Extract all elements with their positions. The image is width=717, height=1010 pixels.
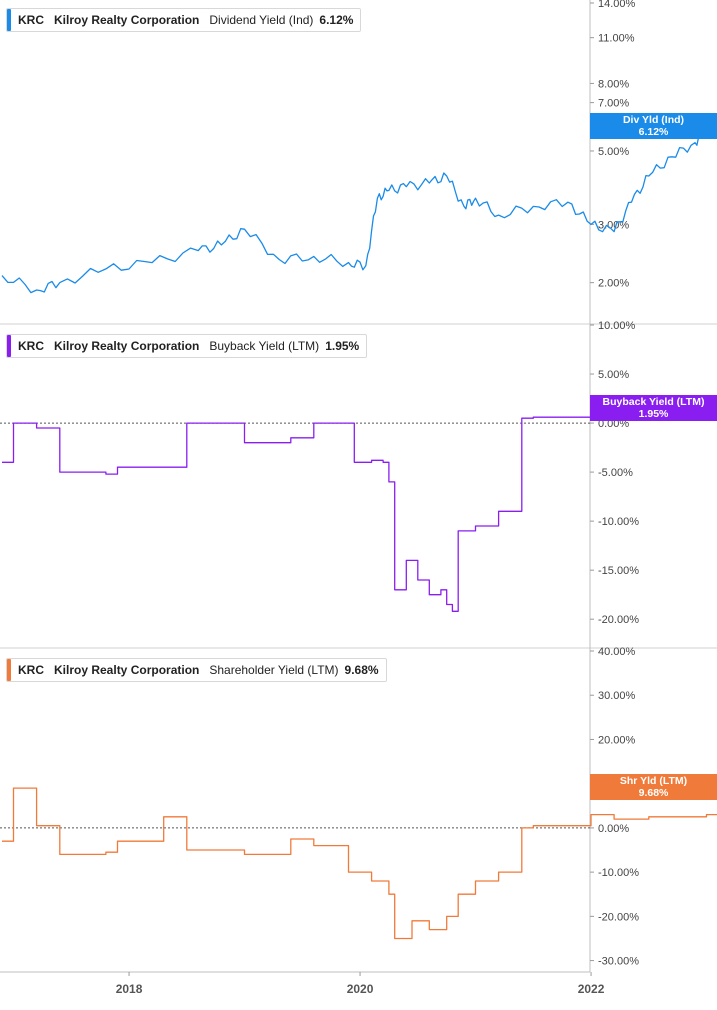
y-tick-label: 8.00%: [598, 78, 629, 90]
y-tick-label: -10.00%: [598, 516, 639, 528]
y-tick-label: 7.00%: [598, 98, 629, 110]
y-tick-label: -30.00%: [598, 956, 639, 968]
y-tick-label: 0.00%: [598, 823, 629, 835]
legend-company: Kilroy Realty Corporation: [54, 13, 200, 27]
value-tag-label: Shr Yld (LTM): [619, 775, 688, 787]
series-line-shareholder-yield: [2, 787, 717, 940]
y-tick-label: 20.00%: [598, 734, 636, 746]
value-tag-value: 1.95%: [638, 408, 669, 420]
legend-metric: Dividend Yield (Ind): [209, 13, 314, 27]
value-tag-value: 6.12%: [638, 126, 669, 138]
y-tick-label: 40.00%: [598, 646, 636, 658]
legend-value: 9.68%: [344, 663, 379, 677]
y-tick-label: -10.00%: [598, 867, 639, 879]
y-tick-label: 3.00%: [598, 219, 629, 231]
legend-swatch-shareholder: [7, 659, 11, 681]
y-tick-label: 30.00%: [598, 690, 636, 702]
legend-value: 6.12%: [319, 13, 354, 27]
y-tick-label: 14.00%: [598, 0, 636, 10]
y-tick-label: -15.00%: [598, 565, 639, 577]
y-tick-label: 2.00%: [598, 278, 629, 290]
value-tag-label: Buyback Yield (LTM): [602, 396, 705, 408]
legend-dividend-yield[interactable]: KRC Kilroy Realty Corporation Dividend Y…: [6, 8, 362, 32]
value-tag-label: Div Yld (Ind): [622, 114, 685, 126]
legend-swatch-buyback: [7, 335, 11, 357]
series-line-dividend-yield: [1, 117, 717, 294]
legend-company: Kilroy Realty Corporation: [54, 663, 200, 677]
legend-metric: Buyback Yield (LTM): [209, 339, 320, 353]
legend-company: Kilroy Realty Corporation: [54, 339, 200, 353]
legend-ticker: KRC: [18, 663, 44, 677]
x-tick-label: 2020: [347, 982, 374, 996]
y-tick-label: -20.00%: [598, 911, 639, 923]
value-tag-dividend: Div Yld (Ind) 6.12%: [590, 113, 717, 139]
legend-metric: Shareholder Yield (LTM): [209, 663, 339, 677]
legend-ticker: KRC: [18, 13, 44, 27]
value-tag-buyback: Buyback Yield (LTM) 1.95%: [590, 395, 717, 421]
y-tick-label: 0.00%: [598, 418, 629, 430]
legend-swatch-dividend: [7, 9, 11, 31]
legend-value: 1.95%: [325, 339, 360, 353]
legend-buyback-yield[interactable]: KRC Kilroy Realty Corporation Buyback Yi…: [6, 334, 368, 358]
y-tick-label: 5.00%: [598, 146, 629, 158]
legend-shareholder-yield[interactable]: KRC Kilroy Realty Corporation Shareholde…: [6, 658, 387, 682]
series-line-buyback-yield: [2, 415, 717, 612]
x-tick-label: 2018: [116, 982, 143, 996]
value-tag-value: 9.68%: [638, 787, 669, 799]
y-tick-label: -5.00%: [598, 467, 633, 479]
y-tick-label: -20.00%: [598, 614, 639, 626]
legend-ticker: KRC: [18, 339, 44, 353]
x-tick-label: 2022: [578, 982, 605, 996]
y-tick-label: 11.00%: [598, 33, 635, 45]
y-tick-label: 10.00%: [598, 320, 636, 332]
value-tag-shareholder: Shr Yld (LTM) 9.68%: [590, 774, 717, 800]
y-tick-label: 5.00%: [598, 369, 629, 381]
